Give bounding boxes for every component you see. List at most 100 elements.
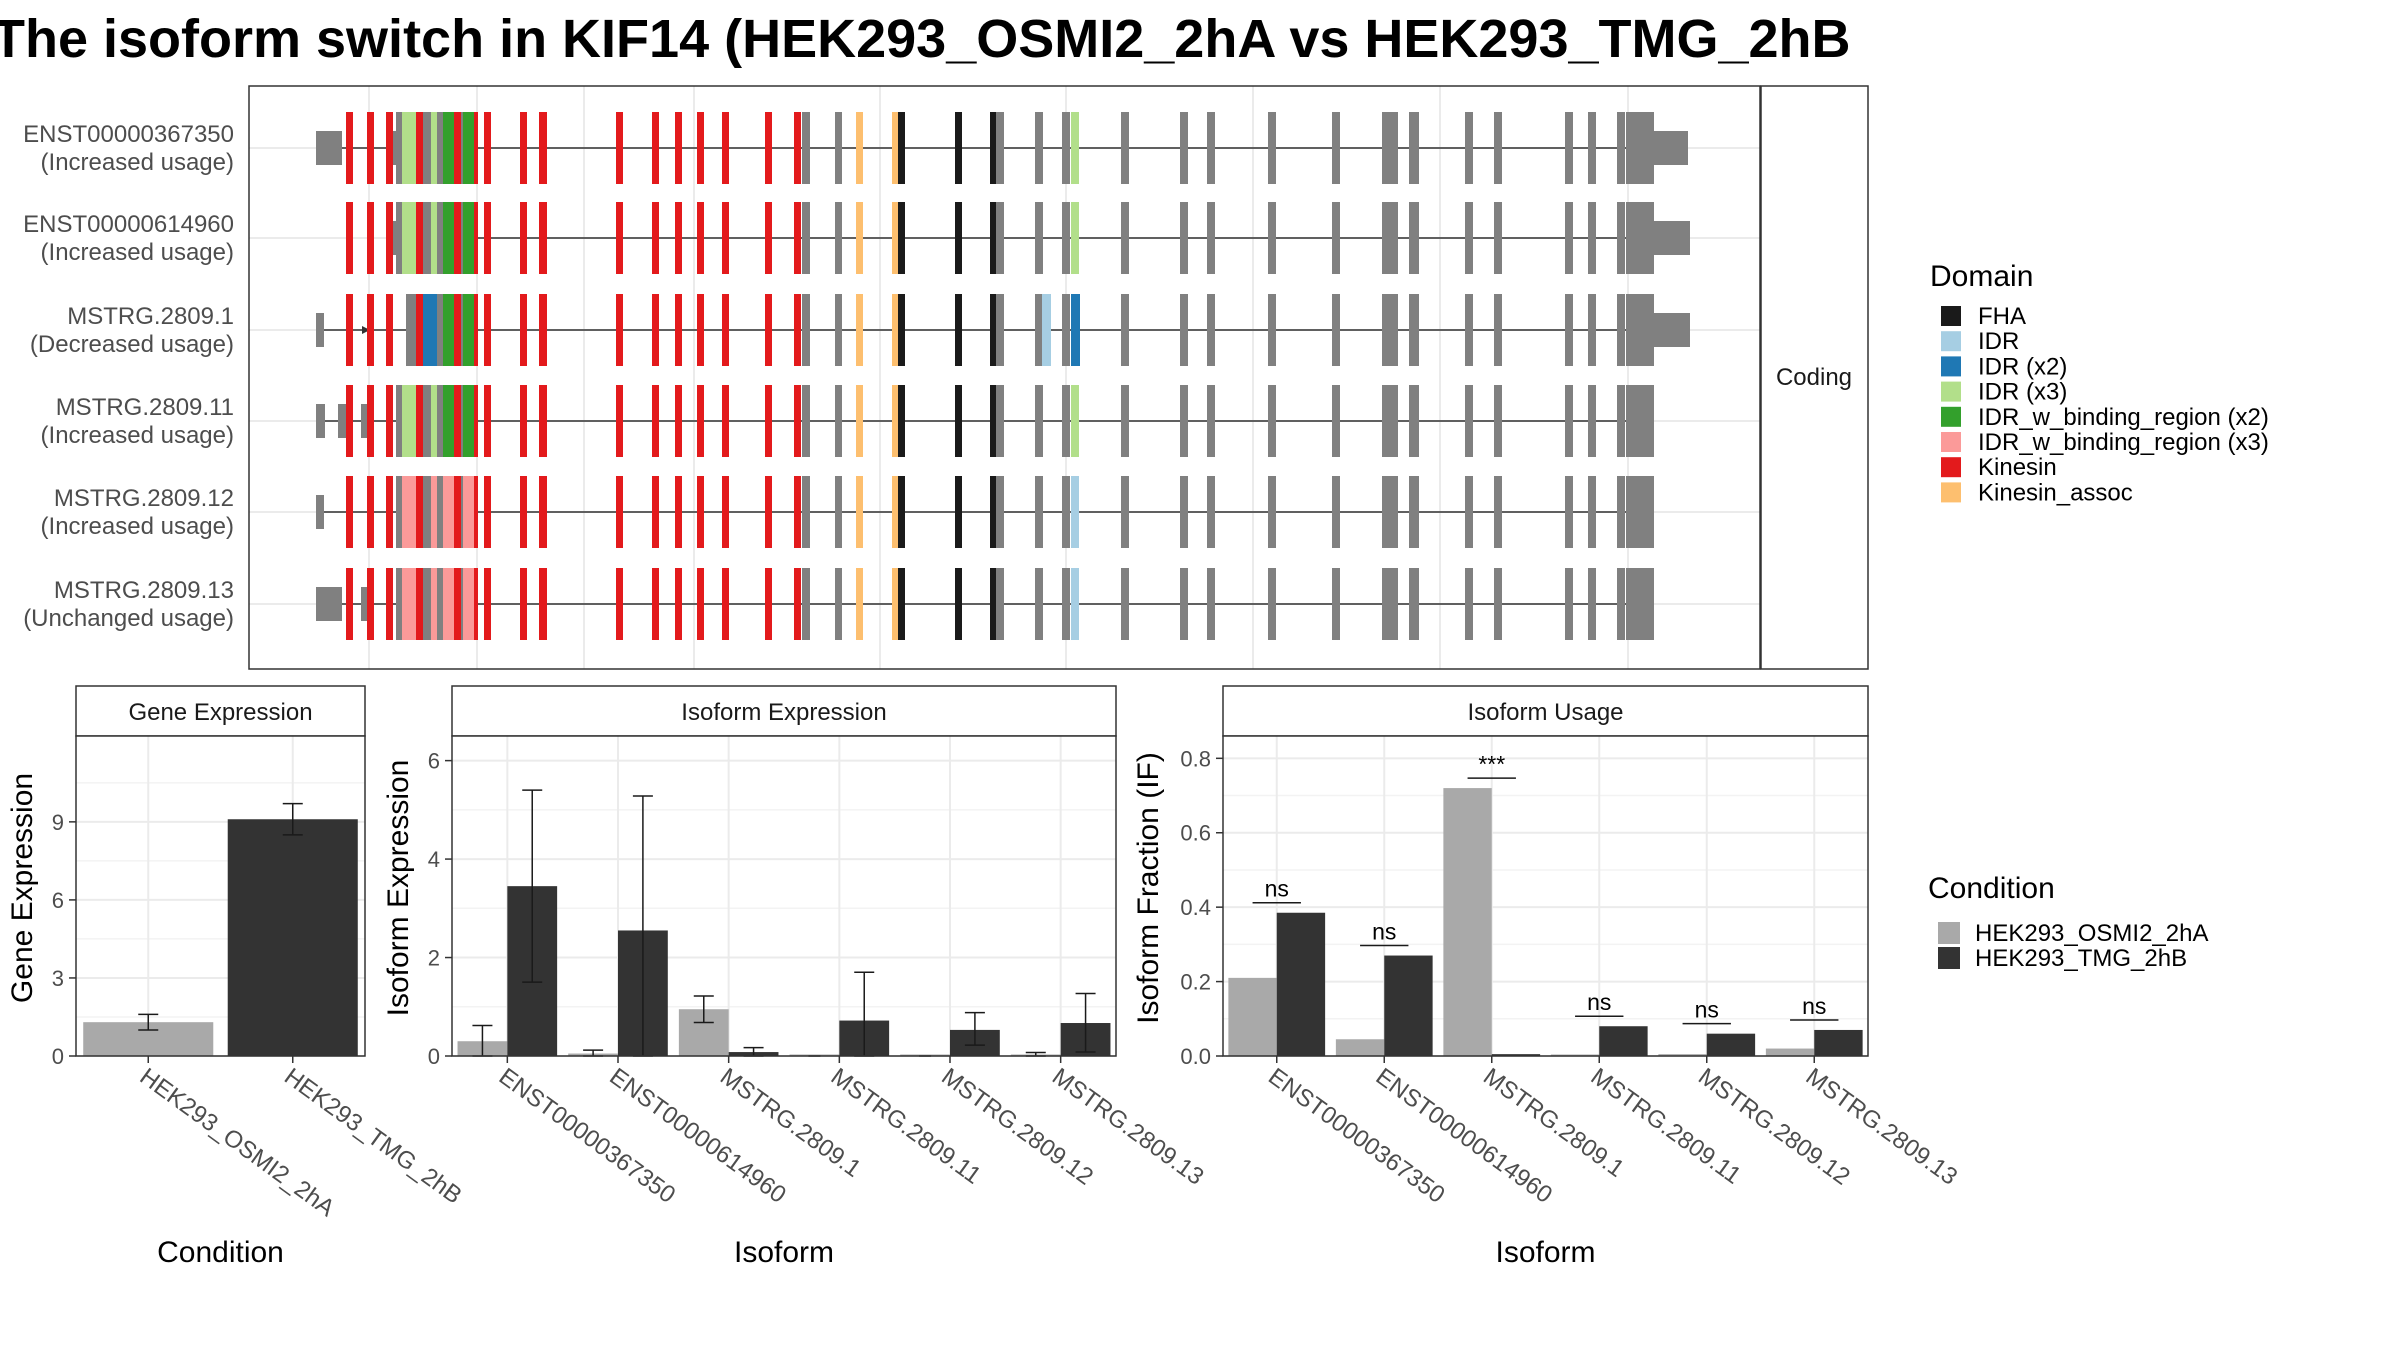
coding-exon <box>1409 294 1419 366</box>
panel-title: Gene Expression <box>128 699 312 726</box>
domain-exon <box>484 202 491 274</box>
domain-legend-key <box>1941 406 1961 427</box>
domain-exon <box>386 476 393 548</box>
domain-exon <box>520 568 527 640</box>
utr-exon <box>338 404 347 438</box>
coding-exon <box>1588 294 1596 366</box>
coding-exon <box>422 202 431 274</box>
domain-legend-key <box>1941 306 1961 326</box>
bar-mark <box>1335 1039 1385 1056</box>
coding-exon <box>1409 476 1419 548</box>
y-tick-label: 0.2 <box>1180 970 1211 995</box>
coding-exon <box>1494 385 1502 457</box>
domain-exon <box>454 294 461 366</box>
domain-exon <box>474 294 478 366</box>
domain-exon <box>794 202 801 274</box>
domain-exon <box>892 112 899 184</box>
domain-exon <box>722 294 729 366</box>
transcript-row: MSTRG.2809.11(Increased usage) <box>41 385 1654 457</box>
significance-label: *** <box>1478 751 1505 777</box>
utr-exon <box>316 313 324 347</box>
coding-exon <box>802 202 810 274</box>
coding-exon <box>1382 476 1390 548</box>
utr-exon <box>361 587 369 621</box>
utr-exon <box>316 404 325 438</box>
coding-exon <box>396 385 402 457</box>
panel-border <box>1222 735 1869 1057</box>
domain-exon <box>1071 294 1080 366</box>
coding-exon <box>1180 385 1188 457</box>
terminal-exon <box>1626 568 1654 640</box>
y-tick-label: 0.6 <box>1180 821 1211 846</box>
transcript-usage-label: (Increased usage) <box>41 239 234 266</box>
coding-exon <box>406 294 416 366</box>
domain-exon <box>346 294 353 366</box>
domain-exon <box>386 568 393 640</box>
coding-exon <box>1382 202 1390 274</box>
utr-exon <box>316 587 342 621</box>
domain-legend-key <box>1941 356 1961 377</box>
domain-legend-key <box>1941 432 1961 452</box>
domain-exon <box>675 294 682 366</box>
coding-exon <box>835 385 842 457</box>
panel-strip <box>451 685 1117 737</box>
structure-plot-background <box>249 86 1760 669</box>
coding-exon <box>1617 568 1625 640</box>
domain-exon <box>765 568 772 640</box>
domain-exon <box>892 568 899 640</box>
coding-exon <box>1207 476 1215 548</box>
coding-exon <box>802 385 810 457</box>
domain-exon <box>856 294 863 366</box>
domain-exon <box>990 476 997 548</box>
domain-exon <box>454 476 461 548</box>
coding-exon <box>835 112 842 184</box>
domain-exon <box>675 568 682 640</box>
y-tick-label: 0.4 <box>1180 895 1211 920</box>
coding-exon <box>1062 385 1070 457</box>
coding-exon <box>1588 385 1596 457</box>
significance-label: ns <box>1372 919 1396 945</box>
domain-exon <box>990 112 997 184</box>
transcript-id-label: MSTRG.2809.13 <box>54 577 234 604</box>
panel-background <box>1223 736 1868 1056</box>
domain-legend-label: IDR (x3) <box>1978 379 2067 406</box>
coding-exon <box>1268 385 1276 457</box>
domain-exon <box>765 385 772 457</box>
coding-exon <box>1207 112 1215 184</box>
coding-exon <box>1382 112 1390 184</box>
coding-exon <box>1035 568 1043 640</box>
coding-exon <box>1180 476 1188 548</box>
domain-legend-key <box>1941 457 1961 478</box>
coding-exon <box>1035 476 1043 548</box>
coding-exon <box>422 385 431 457</box>
domain-exon <box>454 202 461 274</box>
coding-exon <box>802 568 810 640</box>
coding-exon <box>1494 568 1502 640</box>
coding-exon <box>396 112 402 184</box>
y-tick-label: 4 <box>428 847 440 872</box>
condition-legend-title: Condition <box>1928 872 2055 905</box>
condition-legend-key <box>1938 947 1960 969</box>
transcript-id-label: MSTRG.2809.11 <box>56 394 234 421</box>
coding-exon <box>1035 202 1043 274</box>
domain-exon <box>794 385 801 457</box>
transcript-usage-label: (Unchanged usage) <box>23 605 234 632</box>
domain-exon <box>431 112 437 184</box>
panel-background <box>452 736 1116 1056</box>
domain-exon <box>520 385 527 457</box>
x-tick-label: ENST00000367350 <box>1263 1063 1449 1209</box>
domain-exon <box>539 294 547 366</box>
domain-exon <box>474 385 478 457</box>
domain-legend-label: IDR_w_binding_region (x3) <box>1978 429 2269 456</box>
coding-exon <box>1121 568 1129 640</box>
coding-exon <box>422 112 431 184</box>
coding-exon <box>437 112 443 184</box>
y-tick-label: 0.8 <box>1180 746 1211 771</box>
condition-legend-label: HEK293_TMG_2hB <box>1975 945 2187 972</box>
coding-exon <box>1588 202 1596 274</box>
coding-exon <box>396 476 402 548</box>
coding-exon <box>1409 112 1419 184</box>
coding-exon <box>1617 294 1625 366</box>
domain-exon <box>367 294 374 366</box>
domain-exon <box>616 385 623 457</box>
